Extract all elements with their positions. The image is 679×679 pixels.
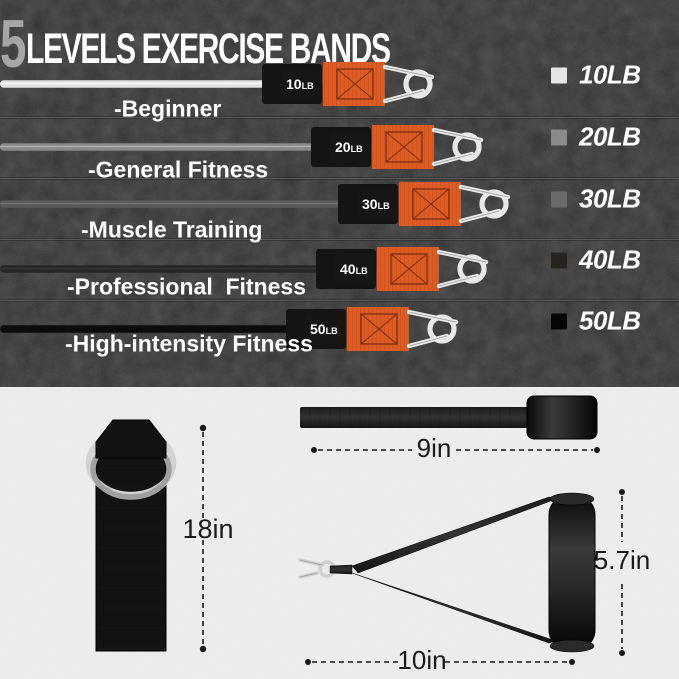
svg-text:18in: 18in [182, 514, 233, 544]
svg-text:5.7in: 5.7in [594, 545, 650, 575]
svg-text:10in: 10in [397, 645, 446, 675]
svg-text:9in: 9in [417, 433, 452, 463]
